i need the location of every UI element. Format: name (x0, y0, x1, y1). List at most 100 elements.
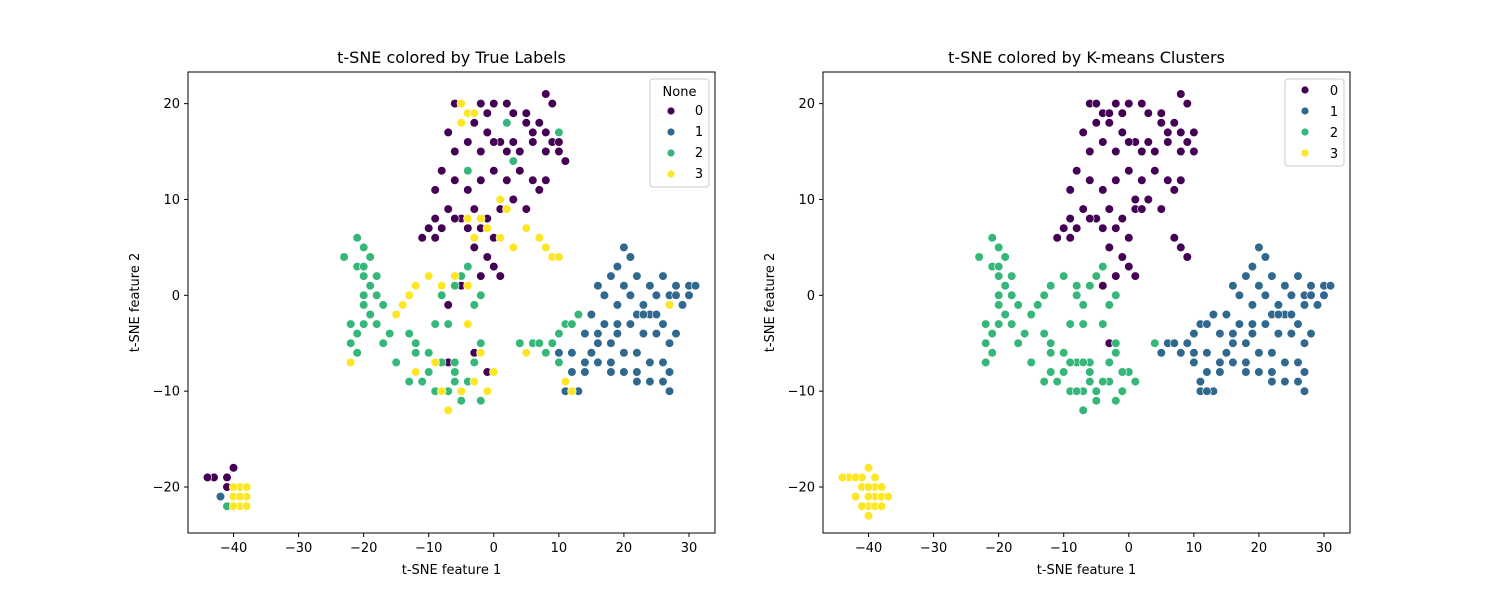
x-tick-label: −20 (985, 541, 1012, 556)
scatter-point-class-3 (242, 482, 252, 492)
scatter-point-class-1 (1208, 309, 1218, 320)
legend-marker-3 (666, 169, 676, 179)
scatter-point-class-1 (651, 309, 662, 320)
scatter-point-class-1 (1241, 357, 1251, 368)
scatter-point-class-2 (411, 338, 421, 348)
scatter-point-class-0 (1150, 166, 1160, 176)
scatter-point-class-0 (482, 108, 492, 118)
y-axis-label: t-SNE feature 2 (128, 253, 143, 352)
scatter-point-class-2 (411, 348, 421, 358)
scatter-point-class-2 (1078, 300, 1088, 310)
scatter-point-class-1 (651, 290, 662, 300)
scatter-point-class-2 (456, 396, 466, 406)
scatter-points (202, 89, 701, 511)
scatter-point-class-0 (521, 204, 531, 214)
scatter-point-class-1 (606, 271, 616, 281)
legend-title: None (663, 85, 697, 100)
scatter-point-class-2 (346, 338, 356, 348)
scatter-point-class-0 (528, 127, 538, 137)
scatter-point-class-0 (1156, 118, 1166, 128)
scatter-point-class-2 (987, 348, 997, 358)
scatter-point-class-0 (1156, 204, 1166, 214)
scatter-point-class-1 (1254, 281, 1264, 291)
scatter-point-class-2 (515, 338, 525, 348)
scatter-point-class-2 (1007, 271, 1017, 281)
scatter-point-class-3 (870, 472, 880, 483)
scatter-point-class-1 (664, 367, 675, 377)
scatter-point-class-1 (664, 338, 675, 348)
scatter-point-class-2 (450, 357, 460, 368)
scatter-point-class-3 (437, 386, 447, 396)
scatter-point-class-2 (1007, 290, 1017, 300)
scatter-point-class-2 (372, 319, 382, 329)
x-tick-label: 20 (1251, 541, 1268, 556)
scatter-point-class-1 (1202, 319, 1212, 329)
scatter-point-class-2 (1104, 357, 1114, 368)
scatter-point-class-1 (1189, 329, 1199, 339)
scatter-point-class-1 (1280, 357, 1290, 368)
scatter-point-class-2 (359, 290, 369, 300)
scatter-point-class-3 (346, 357, 356, 368)
y-tick-label: 0 (807, 289, 815, 304)
scatter-point-class-2 (1039, 377, 1049, 387)
scatter-point-class-0 (1065, 233, 1075, 243)
scatter-point-class-3 (469, 233, 479, 243)
scatter-point-class-0 (508, 108, 518, 118)
scatter-point-class-0 (1117, 108, 1127, 118)
scatter-point-class-1 (1319, 290, 1329, 300)
scatter-point-class-1 (1293, 271, 1303, 281)
scatter-point-class-1 (619, 242, 629, 252)
scatter-point-class-0 (541, 127, 551, 137)
scatter-point-class-0 (521, 118, 531, 128)
x-tick-label: 30 (681, 541, 698, 556)
scatter-point-class-0 (1143, 194, 1153, 205)
scatter-point-class-0 (508, 137, 518, 147)
scatter-point-class-0 (476, 175, 486, 185)
scatter-point-class-0 (417, 233, 427, 243)
scatter-point-class-1 (1299, 367, 1310, 377)
scatter-point-class-0 (1078, 127, 1088, 137)
scatter-point-class-2 (346, 319, 356, 329)
scatter-point-class-1 (1254, 348, 1264, 358)
scatter-point-class-3 (521, 348, 531, 358)
scatter-point-class-2 (1000, 252, 1010, 262)
scatter-point-class-3 (228, 501, 239, 511)
scatter-point-class-0 (1124, 137, 1134, 147)
scatter-point-class-1 (658, 357, 668, 368)
scatter-point-class-1 (1299, 386, 1310, 396)
scatter-point-class-1 (1156, 348, 1166, 358)
scatter-point-class-2 (1085, 377, 1095, 387)
plot-frame (187, 71, 716, 534)
scatter-point-class-0 (222, 472, 232, 483)
legend-marker-2 (1300, 127, 1310, 137)
scatter-point-class-0 (228, 463, 239, 473)
scatter-point-class-1 (1306, 290, 1316, 300)
scatter-point-class-3 (463, 281, 473, 291)
scatter-point-class-1 (606, 338, 616, 348)
legend-marker-0 (666, 106, 676, 116)
scatter-point-class-1 (1221, 309, 1231, 320)
scatter-point-class-0 (202, 472, 213, 483)
scatter-point-class-1 (690, 281, 701, 291)
scatter-point-class-2 (463, 166, 473, 176)
scatter-point-class-1 (638, 329, 649, 339)
scatter-point-class-1 (1286, 290, 1296, 300)
scatter-point-class-1 (1267, 348, 1277, 358)
scatter-point-class-1 (1286, 309, 1296, 320)
scatter-point-class-0 (1137, 175, 1147, 185)
scatter-point-class-3 (443, 405, 453, 415)
scatter-point-class-1 (1241, 338, 1251, 348)
y-tick-label: 10 (798, 193, 815, 208)
legend-marker-3 (1300, 148, 1310, 158)
scatter-point-class-0 (1124, 98, 1134, 109)
scatter-point-class-1 (1247, 300, 1257, 310)
scatter-point-class-3 (242, 501, 252, 511)
y-tick-label: 0 (172, 289, 180, 304)
scatter-point-class-2 (981, 338, 991, 348)
scatter-point-class-3 (495, 233, 505, 243)
scatter-point-class-2 (1072, 386, 1082, 396)
scatter-point-class-2 (534, 338, 544, 348)
scatter-point-class-2 (1039, 329, 1049, 339)
scatter-point-class-0 (534, 185, 544, 195)
scatter-point-class-1 (1267, 377, 1277, 387)
